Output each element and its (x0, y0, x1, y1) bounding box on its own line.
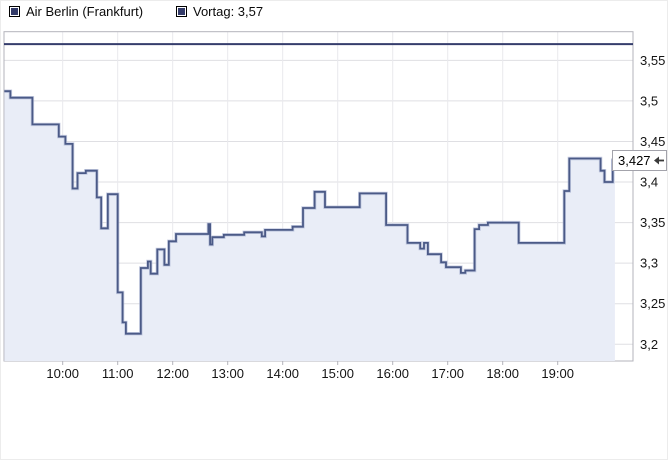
y-tick-label: 3,5 (640, 93, 658, 108)
y-tick-label: 3,35 (640, 215, 665, 230)
x-tick-label: 16:00 (376, 366, 409, 381)
price-line (4, 90, 615, 335)
legend-marker-icon (176, 5, 187, 17)
x-tick-label: 13:00 (211, 366, 244, 381)
y-tick-label: 3,25 (640, 296, 665, 311)
price-pointer-icon (653, 156, 664, 165)
y-tick-label: 3,4 (640, 175, 658, 190)
x-tick-label: 14:00 (266, 366, 299, 381)
y-tick-label: 3,3 (640, 256, 658, 271)
price-area-fill (4, 91, 615, 361)
x-tick-label: 11:00 (102, 366, 134, 381)
x-tick-label: 17:00 (431, 366, 464, 381)
legend-label: Air Berlin (Frankfurt) (26, 3, 144, 19)
chart-legend: Air Berlin (Frankfurt) Vortag: 3,57 (1, 4, 667, 20)
x-tick-label: 12:00 (156, 366, 189, 381)
y-tick-label: 3,2 (640, 337, 658, 352)
x-tick-label: 19:00 (541, 366, 574, 381)
legend-marker-icon (9, 5, 20, 17)
y-tick-label: 3,55 (640, 53, 665, 68)
legend-item-instrument: Air Berlin (Frankfurt) (9, 3, 144, 19)
legend-label: Vortag: 3,57 (193, 3, 264, 19)
last-price-badge: 3,427 (612, 150, 667, 171)
x-tick-label: 15:00 (321, 366, 354, 381)
legend-item-vortag: Vortag: 3,57 (176, 3, 264, 19)
x-tick-label: 10:00 (46, 366, 79, 381)
last-price-label: 3,427 (618, 153, 651, 168)
y-tick-label: 3,45 (640, 134, 665, 149)
x-tick-label: 18:00 (486, 366, 519, 381)
